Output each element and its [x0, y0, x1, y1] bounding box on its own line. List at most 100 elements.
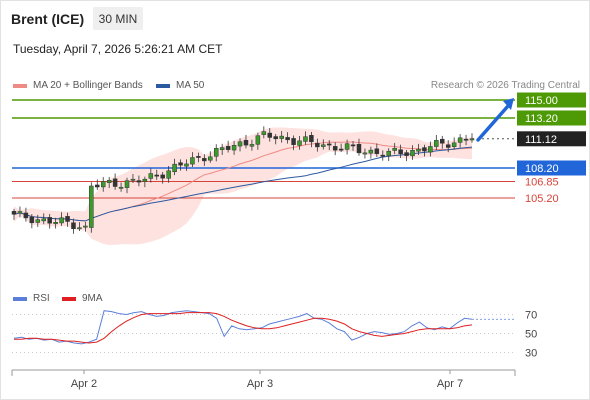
- candle: [35, 214, 41, 227]
- chart-datetime: Tuesday, April 7, 2026 5:26:21 AM CET: [13, 42, 223, 56]
- candle: [112, 173, 118, 190]
- time-tick-label: Apr 2: [71, 378, 97, 390]
- level-label-111.12: 111.12: [525, 134, 557, 146]
- candle-body-down: [445, 144, 451, 148]
- price-labels-layer: 115.00 113.20 111.12 108.20 106.85 105.20: [517, 92, 586, 205]
- candle-body-down: [374, 148, 380, 154]
- candle-body-up: [208, 156, 213, 161]
- rsi-swatch: [13, 296, 27, 301]
- candle-body-down: [356, 143, 362, 154]
- candle: [374, 143, 380, 157]
- candle: [83, 221, 88, 232]
- candle: [213, 144, 219, 162]
- candle: [463, 134, 469, 146]
- candle-body-up: [303, 136, 308, 142]
- rsi-line: [13, 310, 473, 345]
- candle: [422, 144, 427, 157]
- candle: [166, 166, 171, 183]
- candle-body-down: [332, 146, 338, 151]
- candle-body-up: [124, 180, 130, 188]
- instrument-title: Brent (ICE): [11, 11, 85, 27]
- candle-body-down: [202, 158, 207, 162]
- candle: [142, 176, 148, 188]
- candle-body-down: [65, 216, 70, 222]
- candle-body-down: [23, 212, 29, 219]
- candle: [148, 168, 154, 183]
- level-tag-115.00: [517, 92, 586, 108]
- candle-body-down: [11, 211, 17, 215]
- candle-body-down: [273, 136, 278, 140]
- candle: [303, 131, 308, 145]
- candle-body-down: [136, 180, 142, 183]
- candle-body-up: [469, 138, 475, 141]
- candle: [184, 159, 189, 171]
- candle: [338, 143, 344, 152]
- legend-rsi-ma: 9MA: [62, 293, 103, 304]
- candle: [208, 151, 213, 163]
- candle: [261, 126, 267, 139]
- candle: [95, 179, 100, 190]
- candle-body-up: [321, 144, 326, 147]
- candle: [29, 214, 35, 229]
- candle: [440, 135, 445, 149]
- candle-body-up: [434, 140, 439, 147]
- candle-body-up: [410, 150, 415, 157]
- candle: [416, 143, 421, 156]
- candle-body-down: [380, 154, 386, 157]
- candle-body-down: [29, 216, 35, 224]
- candle-body-down: [326, 143, 332, 146]
- legend-rsi: RSI: [13, 293, 50, 304]
- legend-bollinger-label: MA 20 + Bollinger Bands: [33, 80, 143, 91]
- timeframe-button[interactable]: 30 MIN: [93, 7, 143, 30]
- candle-body-up: [297, 140, 302, 146]
- candle: [160, 171, 165, 184]
- candle: [23, 207, 29, 222]
- candle-body-down: [463, 138, 469, 141]
- candle: [297, 136, 302, 150]
- candle-body-down: [291, 138, 296, 145]
- candle: [225, 140, 231, 153]
- candle-body-up: [428, 146, 433, 153]
- candle: [279, 131, 284, 143]
- projection-arrow: [476, 104, 510, 142]
- level-tag-108.20: [517, 160, 586, 176]
- candle: [41, 213, 46, 225]
- candle-body-up: [130, 178, 136, 181]
- rsi-tick-30: 30: [525, 348, 537, 360]
- level-tag-111.12: [517, 131, 586, 147]
- candle: [368, 146, 374, 159]
- time-tick-label: Apr 7: [437, 378, 463, 390]
- candle-body-down: [404, 152, 409, 156]
- candle-body-up: [83, 225, 88, 228]
- candle: [451, 137, 457, 150]
- candle: [398, 144, 403, 159]
- candle: [154, 169, 160, 180]
- candle: [47, 214, 52, 229]
- candle-body-up: [416, 148, 421, 152]
- candle-body-up: [53, 222, 58, 225]
- candle-body-up: [368, 149, 374, 154]
- candle: [71, 218, 76, 234]
- candle-body-down: [267, 132, 273, 138]
- candle-body-down: [112, 178, 118, 187]
- candle: [255, 132, 261, 150]
- rsi-tick-70: 70: [525, 310, 537, 322]
- candle-body-up: [35, 219, 41, 223]
- candle-body-up: [279, 135, 284, 139]
- candle-body-up: [100, 181, 106, 188]
- candle-body-up: [451, 142, 457, 147]
- candle: [11, 208, 17, 220]
- candle: [457, 134, 463, 148]
- rsi-ma-swatch: [62, 296, 76, 301]
- candle-body-down: [154, 174, 160, 177]
- candle: [386, 148, 391, 162]
- level-tag-113.20: [517, 110, 586, 126]
- candle-body-down: [243, 140, 249, 146]
- candle-body-down: [338, 148, 344, 151]
- candle-body-up: [190, 157, 195, 165]
- candle-body-down: [71, 222, 76, 230]
- candle: [380, 150, 386, 161]
- candle-body-up: [457, 137, 463, 143]
- candle: [172, 158, 177, 176]
